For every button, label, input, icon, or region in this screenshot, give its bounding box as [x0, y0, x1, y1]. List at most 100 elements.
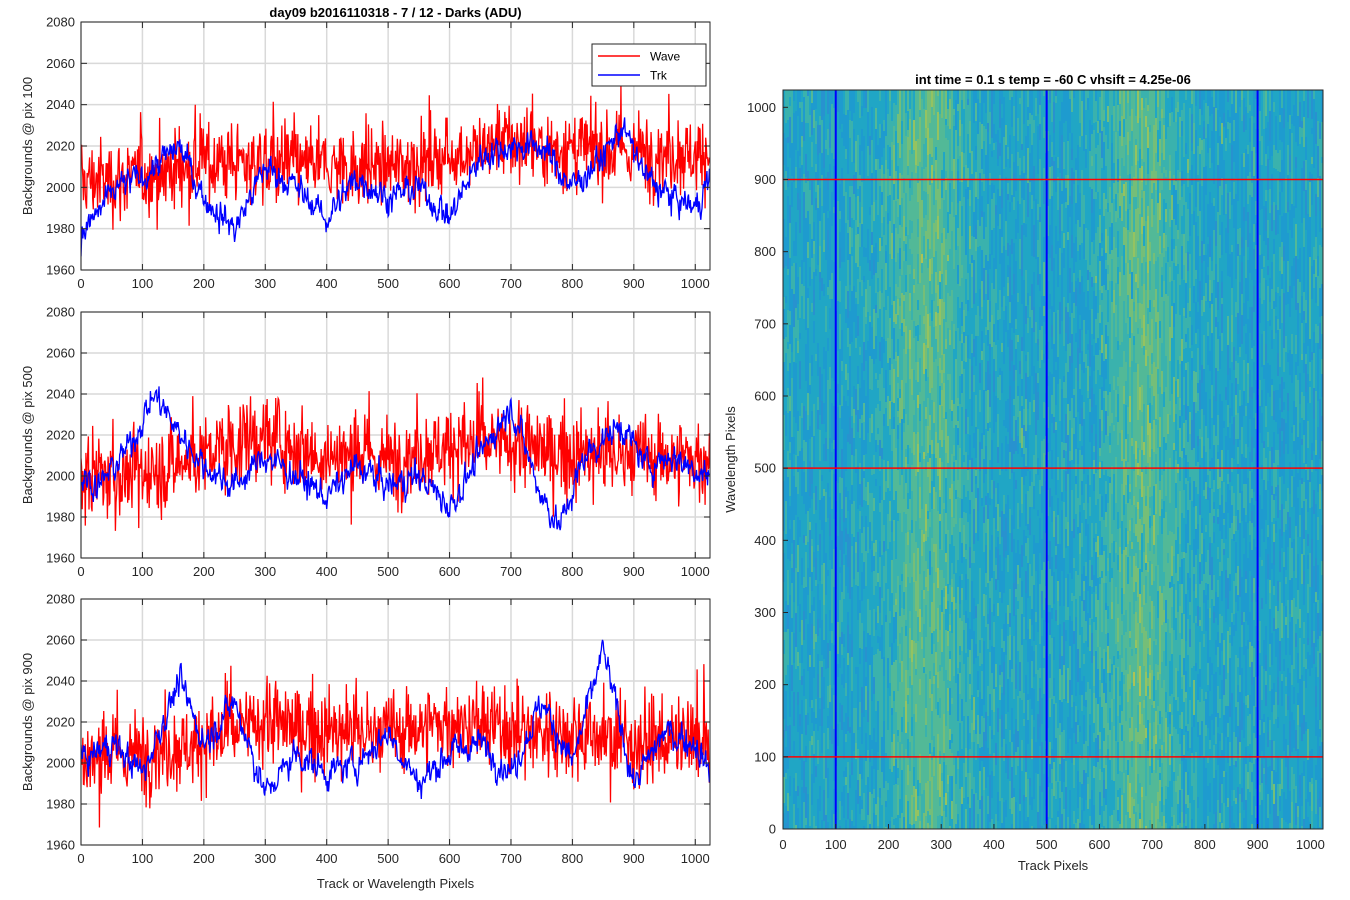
- heatmap-cell: [1007, 624, 1009, 636]
- heatmap-cell: [821, 620, 823, 655]
- heatmap-cell: [959, 90, 961, 120]
- heatmap-cell: [797, 177, 799, 193]
- heatmap-cell: [823, 531, 825, 547]
- heatmap-cell: [807, 656, 809, 671]
- subplot-pix-100: 0 100 200 300 400 500 600 700 800 900 100019601980…: [20, 5, 711, 291]
- heatmap-cell: [899, 398, 901, 423]
- heatmap-cell: [989, 550, 991, 581]
- heatmap-cell: [1019, 411, 1021, 443]
- heatmap-cell: [877, 582, 879, 606]
- heatmap-cell: [883, 148, 885, 174]
- heatmap-cell: [799, 134, 801, 156]
- heatmap-cell: [879, 209, 881, 238]
- heatmap-cell: [901, 450, 903, 475]
- heatmap-cell: [951, 587, 953, 602]
- heatmap-cell: [815, 486, 817, 510]
- heatmap-cell: [933, 715, 935, 736]
- heatmap-cell: [945, 658, 947, 670]
- heatmap-cell: [959, 162, 961, 182]
- heatmap-cell: [967, 266, 969, 273]
- heatmap-cell: [815, 523, 817, 558]
- heatmap-cell: [923, 191, 925, 218]
- heatmap-cell: [847, 442, 849, 458]
- heatmap-cell: [787, 477, 789, 499]
- heatmap-cell: [921, 99, 923, 122]
- heatmap-cell: [997, 537, 999, 549]
- heatmap-cell: [1021, 721, 1023, 740]
- heatmap-cell: [855, 415, 857, 449]
- heatmap-cell: [873, 260, 875, 275]
- heatmap-cell: [857, 116, 859, 135]
- heatmap-cell: [809, 763, 811, 792]
- heatmap-cell: [969, 226, 971, 249]
- heatmap-cell: [1033, 120, 1035, 133]
- heatmap-cell: [787, 218, 789, 253]
- heatmap-cell: [899, 389, 901, 398]
- heatmap-cell: [889, 401, 891, 419]
- heatmap-cell: [1007, 444, 1009, 457]
- heatmap-cell: [911, 542, 913, 549]
- heatmap-cell: [843, 688, 845, 709]
- heatmap-cell: [883, 469, 885, 500]
- heatmap-cell: [935, 279, 937, 293]
- heatmap-cell: [959, 723, 961, 758]
- heatmap-cell: [785, 534, 787, 562]
- heatmap-cell: [823, 252, 825, 284]
- heatmap-cell: [1007, 256, 1009, 265]
- heatmap-cell: [899, 769, 901, 799]
- heatmap-cell: [911, 90, 913, 120]
- heatmap-cell: [1039, 246, 1041, 274]
- heatmap-cell: [999, 375, 1001, 400]
- heatmap-cell: [1031, 328, 1033, 346]
- heatmap-cell: [807, 123, 809, 157]
- heatmap-cell: [1027, 257, 1029, 277]
- heatmap-cell: [977, 380, 979, 386]
- heatmap-cell: [879, 788, 881, 798]
- heatmap-cell: [969, 629, 971, 650]
- heatmap-cell: [915, 821, 917, 829]
- heatmap-cell: [971, 426, 973, 458]
- heatmap-cell: [817, 125, 819, 155]
- heatmap-cell: [965, 611, 967, 623]
- heatmap-cell: [887, 213, 889, 224]
- heatmap-cell: [869, 136, 871, 155]
- heatmap-cell: [1037, 327, 1039, 339]
- heatmap-cell: [1019, 554, 1021, 578]
- heatmap-cell: [849, 703, 851, 727]
- heatmap-cell: [823, 563, 825, 571]
- heatmap-cell: [971, 563, 973, 581]
- heatmap-cell: [997, 758, 999, 792]
- heatmap-cell: [923, 381, 925, 401]
- heatmap-cell: [961, 124, 963, 152]
- heatmap-cell: [1035, 373, 1037, 408]
- heatmap-cell: [945, 197, 947, 230]
- heatmap-cell: [953, 456, 955, 462]
- heatmap-cell: [971, 334, 973, 353]
- heatmap-cell: [861, 182, 863, 199]
- heatmap-cell: [927, 155, 929, 188]
- heatmap-cell: [1013, 136, 1015, 162]
- heatmap-cell: [941, 274, 943, 299]
- heatmap-cell: [959, 477, 961, 498]
- heatmap-cell: [989, 350, 991, 374]
- heatmap-cell: [937, 462, 939, 476]
- heatmap-cell: [913, 432, 915, 455]
- heatmap-cell: [949, 553, 951, 585]
- heatmap-cell: [1015, 90, 1017, 116]
- heatmap-cell: [871, 550, 873, 572]
- heatmap-cell: [973, 123, 975, 155]
- heatmap-cell: [1027, 694, 1029, 700]
- heatmap-cell: [853, 751, 855, 770]
- heatmap-cell: [991, 798, 993, 808]
- heatmap-cell: [1003, 364, 1005, 399]
- heatmap-cell: [973, 260, 975, 270]
- heatmap-cell: [853, 708, 855, 733]
- heatmap-cell: [955, 824, 957, 829]
- heatmap-cell: [811, 103, 813, 109]
- heatmap-cell: [1035, 343, 1037, 373]
- heatmap-cell: [1003, 728, 1005, 739]
- heatmap-cell: [987, 716, 989, 748]
- heatmap-cell: [917, 780, 919, 796]
- heatmap-cell: [879, 587, 881, 599]
- heatmap-cell: [805, 536, 807, 545]
